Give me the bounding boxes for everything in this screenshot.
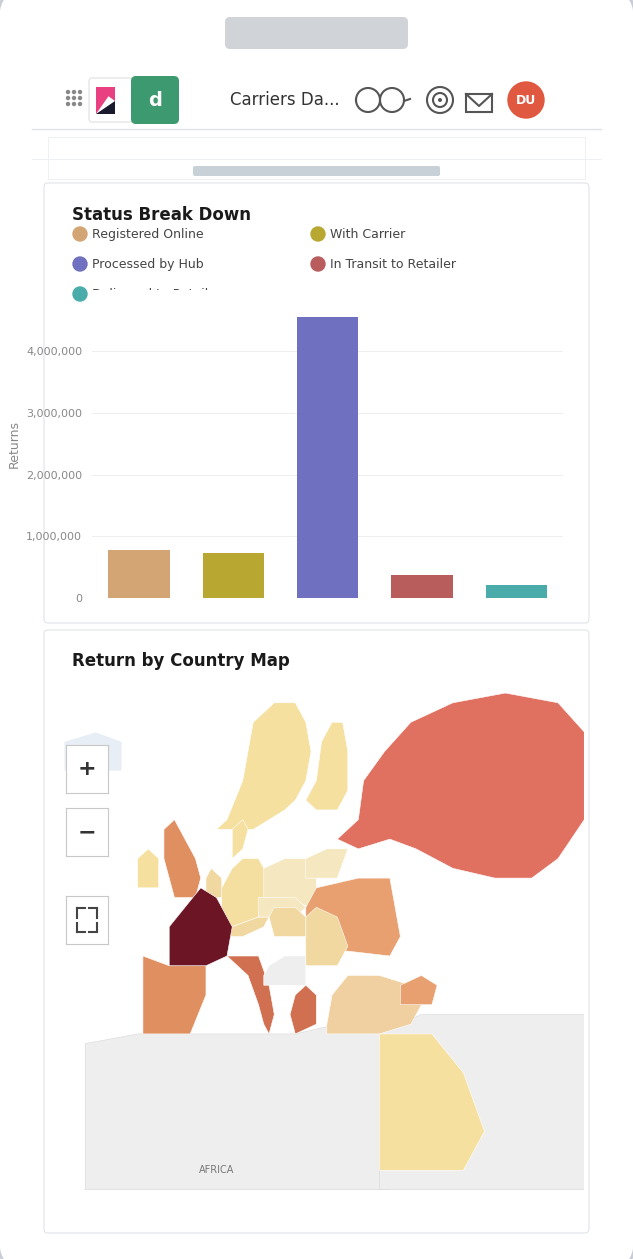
Bar bbox=[297, 317, 358, 598]
Text: DU: DU bbox=[516, 93, 536, 107]
Polygon shape bbox=[64, 731, 122, 771]
FancyBboxPatch shape bbox=[44, 183, 589, 623]
Polygon shape bbox=[164, 820, 201, 898]
Polygon shape bbox=[290, 986, 316, 1034]
Text: In Transit to Retailer: In Transit to Retailer bbox=[330, 258, 456, 271]
FancyBboxPatch shape bbox=[44, 630, 589, 1233]
Polygon shape bbox=[306, 849, 348, 878]
FancyBboxPatch shape bbox=[131, 76, 179, 123]
Polygon shape bbox=[96, 87, 115, 101]
Y-axis label: Returns: Returns bbox=[8, 419, 20, 468]
Polygon shape bbox=[227, 956, 274, 1034]
Polygon shape bbox=[400, 976, 437, 1005]
Polygon shape bbox=[96, 87, 115, 115]
FancyBboxPatch shape bbox=[89, 78, 133, 122]
Text: With Carrier: With Carrier bbox=[330, 228, 405, 240]
Polygon shape bbox=[264, 956, 306, 986]
Circle shape bbox=[311, 257, 325, 271]
Polygon shape bbox=[337, 692, 584, 878]
Polygon shape bbox=[137, 849, 159, 888]
Circle shape bbox=[66, 97, 70, 99]
Text: −: − bbox=[78, 822, 96, 842]
Polygon shape bbox=[379, 1034, 484, 1171]
Polygon shape bbox=[327, 976, 422, 1034]
Text: Registered Online: Registered Online bbox=[92, 228, 204, 240]
Circle shape bbox=[78, 97, 82, 99]
Polygon shape bbox=[169, 888, 232, 966]
Circle shape bbox=[78, 102, 82, 106]
Polygon shape bbox=[85, 1024, 390, 1190]
Polygon shape bbox=[206, 869, 222, 898]
Circle shape bbox=[73, 97, 75, 99]
Circle shape bbox=[311, 227, 325, 240]
Bar bbox=[391, 575, 453, 598]
Circle shape bbox=[73, 227, 87, 240]
Circle shape bbox=[66, 91, 70, 93]
Text: Return by Country Map: Return by Country Map bbox=[72, 652, 290, 670]
Circle shape bbox=[73, 257, 87, 271]
Polygon shape bbox=[216, 703, 311, 830]
Polygon shape bbox=[306, 723, 348, 810]
Text: d: d bbox=[148, 91, 162, 110]
Polygon shape bbox=[306, 878, 400, 956]
Circle shape bbox=[438, 98, 442, 102]
Text: AFRICA: AFRICA bbox=[199, 1166, 234, 1175]
Circle shape bbox=[73, 287, 87, 301]
Text: Processed by Hub: Processed by Hub bbox=[92, 258, 204, 271]
Circle shape bbox=[73, 91, 75, 93]
Circle shape bbox=[66, 102, 70, 106]
Text: Carriers Da...: Carriers Da... bbox=[230, 91, 340, 110]
Polygon shape bbox=[264, 859, 316, 908]
FancyBboxPatch shape bbox=[225, 18, 408, 49]
Polygon shape bbox=[269, 908, 306, 937]
Text: +: + bbox=[78, 759, 96, 779]
Polygon shape bbox=[258, 898, 306, 917]
Circle shape bbox=[78, 91, 82, 93]
Bar bbox=[108, 550, 170, 598]
Circle shape bbox=[73, 102, 75, 106]
Polygon shape bbox=[232, 820, 248, 859]
Text: Delivered to Retailer: Delivered to Retailer bbox=[92, 287, 221, 301]
Bar bbox=[203, 553, 264, 598]
FancyBboxPatch shape bbox=[48, 137, 585, 179]
Polygon shape bbox=[143, 956, 206, 1034]
Polygon shape bbox=[96, 101, 115, 115]
Polygon shape bbox=[222, 917, 269, 937]
Text: Status Break Down: Status Break Down bbox=[72, 206, 251, 224]
FancyBboxPatch shape bbox=[193, 166, 440, 176]
Polygon shape bbox=[306, 908, 348, 966]
Polygon shape bbox=[379, 1015, 584, 1190]
Bar bbox=[486, 585, 547, 598]
Circle shape bbox=[508, 82, 544, 118]
Polygon shape bbox=[222, 859, 269, 927]
